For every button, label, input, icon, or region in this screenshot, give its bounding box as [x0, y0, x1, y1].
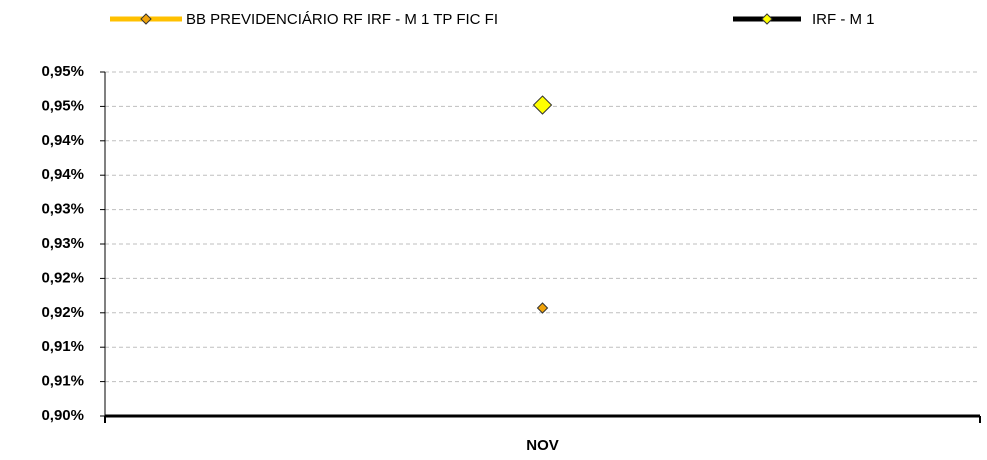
- legend-label: BB PREVIDENCIÁRIO RF IRF - M 1 TP FIC FI: [186, 11, 498, 28]
- y-tick-label: 0,93%: [41, 235, 84, 252]
- marker: [536, 302, 549, 314]
- legend-label: IRF - M 1: [812, 11, 875, 28]
- y-tick-label: 0,94%: [41, 166, 84, 183]
- y-tick-label: 0,92%: [41, 304, 84, 321]
- marker: [532, 95, 553, 115]
- y-tick-label: 0,95%: [41, 97, 84, 114]
- legend-marker: [761, 13, 773, 25]
- y-tick-label: 0,94%: [41, 132, 84, 149]
- y-tick-label: 0,91%: [41, 373, 84, 390]
- y-tick-label: 0,93%: [41, 201, 84, 218]
- x-tick-label: NOV: [526, 437, 559, 454]
- y-tick-label: 0,92%: [41, 269, 84, 286]
- y-tick-label: 0,95%: [41, 63, 84, 80]
- y-tick-label: 0,90%: [41, 407, 84, 424]
- legend-marker: [140, 13, 152, 25]
- y-tick-label: 0,91%: [41, 338, 84, 355]
